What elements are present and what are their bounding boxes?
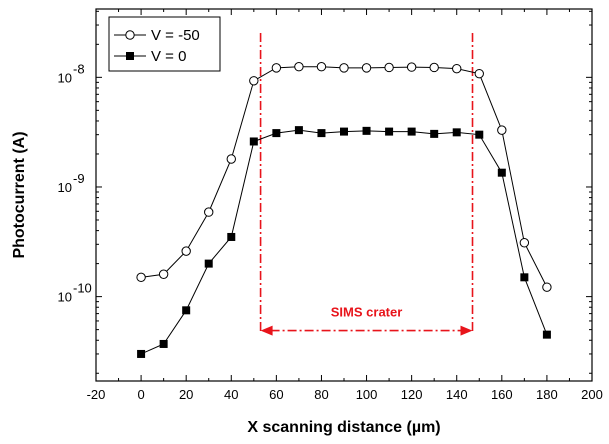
x-tick-label: 140 xyxy=(446,387,468,402)
sims-crater-annotation: SIMS crater xyxy=(259,33,474,336)
legend-box xyxy=(108,16,221,72)
data-point xyxy=(452,63,462,74)
data-point xyxy=(475,130,484,139)
data-point xyxy=(137,349,146,358)
data-point xyxy=(182,306,191,315)
data-point xyxy=(542,282,552,292)
data-point xyxy=(227,232,236,241)
y-tick-exponent: -8 xyxy=(73,61,85,76)
data-point xyxy=(520,273,529,282)
data-point xyxy=(226,154,236,164)
data-point xyxy=(339,63,349,73)
x-tick-label: 40 xyxy=(224,387,238,402)
data-point xyxy=(294,126,303,135)
x-tick-label: 200 xyxy=(581,387,603,402)
crater-arrow-right xyxy=(460,325,473,336)
x-tick-label: 180 xyxy=(536,387,558,402)
data-point xyxy=(519,238,530,248)
data-point xyxy=(316,62,327,72)
data-point xyxy=(125,30,135,40)
x-tick-label: 0 xyxy=(137,387,144,402)
series-layer xyxy=(136,62,552,358)
y-tick-exponent: -9 xyxy=(73,171,85,186)
y-tick-label: 10 xyxy=(58,290,72,305)
data-point xyxy=(497,125,507,135)
crater-label: SIMS crater xyxy=(331,305,403,320)
x-axis-ticks: -20 0 20 40 60 80 100 120 140 160 180 200 xyxy=(87,9,603,402)
data-point xyxy=(452,128,461,137)
crater-arrow-left xyxy=(260,325,273,336)
x-tick-label: 100 xyxy=(356,387,378,402)
data-point xyxy=(385,127,394,136)
data-point xyxy=(272,129,281,138)
legend-entry: V = 0 xyxy=(114,48,186,65)
data-point xyxy=(497,168,506,177)
data-point xyxy=(542,330,551,339)
legend-entry: V = -50 xyxy=(114,27,200,44)
x-tick-label: -20 xyxy=(87,387,106,402)
data-point xyxy=(429,62,439,73)
data-point xyxy=(249,76,259,86)
y-tick-label: 10 xyxy=(58,70,72,85)
x-tick-label: 160 xyxy=(491,387,513,402)
series-2 xyxy=(137,126,551,358)
data-point xyxy=(384,62,394,73)
x-tick-label: 20 xyxy=(179,387,193,402)
data-point xyxy=(474,68,484,79)
data-point xyxy=(126,52,134,60)
data-point xyxy=(406,62,417,72)
data-point xyxy=(362,126,371,135)
series-1 xyxy=(136,62,552,292)
data-point xyxy=(271,63,282,73)
x-tick-label: 60 xyxy=(269,387,283,402)
data-point xyxy=(249,137,258,146)
legend-label: V = -50 xyxy=(151,27,200,44)
data-point xyxy=(294,62,304,72)
y-axis-title: Photocurrent (A) xyxy=(11,131,28,258)
legend-label: V = 0 xyxy=(151,48,186,65)
x-tick-label: 80 xyxy=(314,387,328,402)
data-point xyxy=(159,339,168,348)
data-point xyxy=(181,246,191,256)
x-tick-label: 120 xyxy=(401,387,423,402)
data-point xyxy=(317,129,326,138)
data-point xyxy=(158,269,169,279)
legend: V = -50 V = 0 xyxy=(108,16,221,72)
data-point xyxy=(340,127,348,136)
y-tick-label: 10 xyxy=(58,180,72,195)
data-point xyxy=(136,272,146,283)
data-point xyxy=(407,127,416,136)
series-line xyxy=(140,129,548,355)
data-point xyxy=(361,63,372,73)
y-tick-exponent: -10 xyxy=(73,281,92,296)
data-point xyxy=(430,129,439,138)
data-point xyxy=(204,207,214,217)
series-line xyxy=(141,66,548,288)
data-point xyxy=(204,259,213,268)
x-axis-title: X scanning distance (µm) xyxy=(247,419,440,436)
